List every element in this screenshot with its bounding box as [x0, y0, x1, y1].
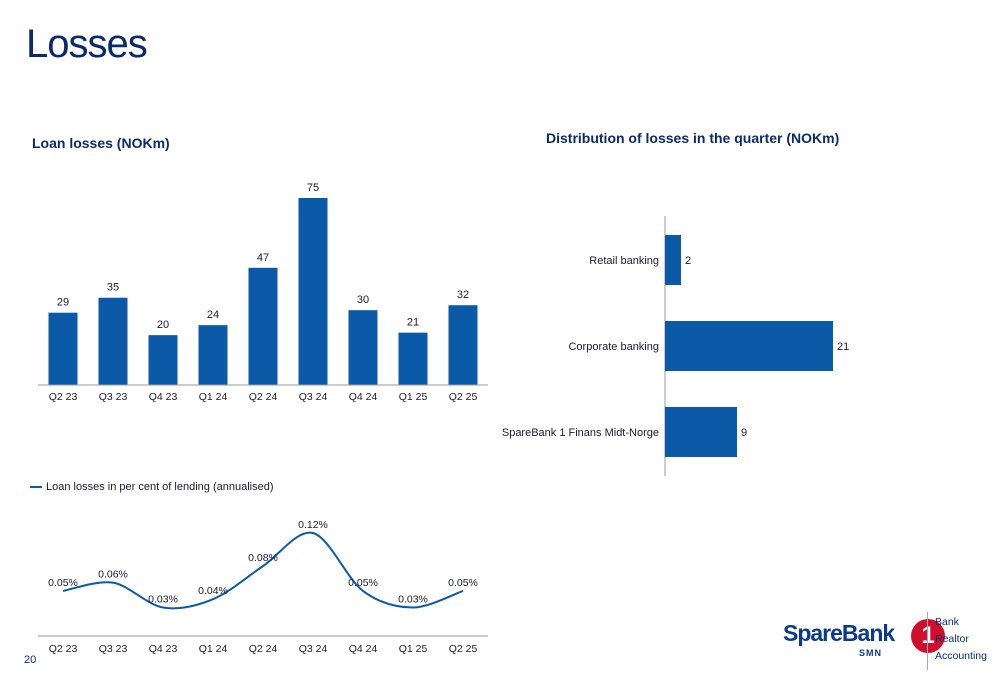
logo-item-accounting: Accounting — [935, 650, 987, 662]
loan-loss-bar — [298, 198, 328, 385]
bar-x-tick-label: Q2 23 — [49, 391, 78, 403]
bar-x-tick-label: Q4 23 — [149, 391, 178, 403]
loan-loss-bar — [448, 305, 478, 385]
loan-loss-bar — [348, 310, 378, 385]
line-value-label: 0.05% — [48, 577, 78, 589]
line-x-tick-label: Q2 23 — [49, 643, 78, 655]
line-value-label: 0.06% — [98, 569, 128, 581]
line-value-label: 0.04% — [198, 585, 228, 597]
page-number: 20 — [24, 654, 37, 666]
distribution-bar — [665, 235, 681, 285]
line-x-tick-label: Q3 23 — [99, 643, 128, 655]
distribution-bar — [665, 407, 737, 457]
line-x-tick-label: Q1 24 — [199, 643, 228, 655]
loan-loss-bar — [98, 297, 128, 385]
loan-loss-value-label: 35 — [107, 282, 119, 294]
bar-x-tick-label: Q4 24 — [349, 391, 378, 403]
logo-subtitle: SMN — [859, 648, 882, 658]
legend-swatch — [30, 486, 42, 488]
loan-loss-value-label: 24 — [207, 309, 219, 321]
sparebank-logo: SpareBank SMN 1 Bank Realtor Accounting — [783, 612, 993, 672]
distribution-category-label: SpareBank 1 Finans Midt-Norge — [502, 427, 659, 439]
logo-divider — [927, 612, 928, 670]
line-chart-legend: Loan losses in per cent of lending (annu… — [30, 481, 273, 493]
loan-loss-bar — [398, 332, 428, 385]
logo-item-bank: Bank — [935, 616, 959, 628]
legend-label: Loan losses in per cent of lending (annu… — [46, 481, 274, 493]
distribution-chart-title: Distribution of losses in the quarter (N… — [546, 130, 840, 146]
distribution-value-label: 2 — [685, 255, 691, 267]
distribution-category-label: Retail banking — [589, 255, 659, 267]
loan-loss-value-label: 30 — [357, 294, 369, 306]
loan-loss-value-label: 32 — [457, 289, 469, 301]
line-value-label: 0.03% — [148, 594, 178, 606]
line-x-tick-label: Q1 25 — [399, 643, 428, 655]
loan-loss-value-label: 21 — [407, 317, 419, 329]
loan-loss-value-label: 29 — [57, 297, 69, 309]
distribution-value-label: 21 — [837, 341, 849, 353]
line-x-tick-label: Q2 24 — [249, 643, 278, 655]
line-x-tick-label: Q4 24 — [349, 643, 378, 655]
bar-x-tick-label: Q1 24 — [199, 391, 228, 403]
bar-x-tick-label: Q2 24 — [249, 391, 278, 403]
distribution-category-label: Corporate banking — [568, 341, 659, 353]
logo-wordmark: SpareBank — [783, 620, 895, 646]
loan-loss-value-label: 47 — [257, 252, 269, 264]
bar-x-tick-label: Q3 23 — [99, 391, 128, 403]
bar-x-tick-label: Q3 24 — [299, 391, 328, 403]
loan-loss-value-label: 20 — [157, 319, 169, 331]
loan-loss-percent-line — [62, 531, 464, 610]
logo-item-realtor: Realtor — [935, 633, 969, 645]
line-value-label: 0.08% — [248, 552, 278, 564]
loan-loss-bar — [148, 335, 178, 385]
line-value-label: 0.03% — [398, 594, 428, 606]
line-value-label: 0.05% — [348, 577, 378, 589]
line-x-tick-label: Q4 23 — [149, 643, 178, 655]
page-title: Losses — [26, 22, 148, 66]
distribution-value-label: 9 — [741, 427, 747, 439]
logo-business-list: Bank Realtor Accounting — [935, 614, 987, 665]
line-value-label: 0.12% — [298, 519, 328, 531]
loan-loss-bar — [198, 325, 228, 385]
distribution-bar — [665, 321, 833, 371]
bar-x-tick-label: Q1 25 — [399, 391, 428, 403]
line-x-tick-label: Q3 24 — [299, 643, 328, 655]
loan-losses-chart-title: Loan losses (NOKm) — [32, 135, 170, 151]
loan-loss-bar — [48, 312, 78, 385]
loan-loss-value-label: 75 — [307, 182, 319, 194]
line-value-label: 0.05% — [448, 577, 478, 589]
bar-x-tick-label: Q2 25 — [449, 391, 478, 403]
loan-loss-bar — [248, 267, 278, 385]
line-x-tick-label: Q2 25 — [449, 643, 478, 655]
